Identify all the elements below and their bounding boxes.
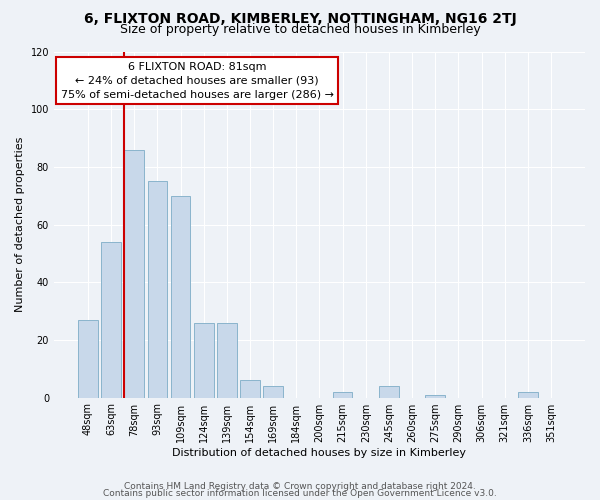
Bar xyxy=(194,322,214,398)
Bar xyxy=(425,394,445,398)
Text: 6, FLIXTON ROAD, KIMBERLEY, NOTTINGHAM, NG16 2TJ: 6, FLIXTON ROAD, KIMBERLEY, NOTTINGHAM, … xyxy=(83,12,517,26)
Bar xyxy=(124,150,144,398)
Text: Size of property relative to detached houses in Kimberley: Size of property relative to detached ho… xyxy=(119,22,481,36)
Text: 6 FLIXTON ROAD: 81sqm
← 24% of detached houses are smaller (93)
75% of semi-deta: 6 FLIXTON ROAD: 81sqm ← 24% of detached … xyxy=(61,62,334,100)
X-axis label: Distribution of detached houses by size in Kimberley: Distribution of detached houses by size … xyxy=(172,448,466,458)
Bar xyxy=(379,386,399,398)
Bar xyxy=(333,392,352,398)
Bar xyxy=(217,322,236,398)
Bar xyxy=(101,242,121,398)
Y-axis label: Number of detached properties: Number of detached properties xyxy=(15,137,25,312)
Bar xyxy=(170,196,190,398)
Text: Contains public sector information licensed under the Open Government Licence v3: Contains public sector information licen… xyxy=(103,489,497,498)
Bar xyxy=(148,182,167,398)
Bar xyxy=(78,320,98,398)
Text: Contains HM Land Registry data © Crown copyright and database right 2024.: Contains HM Land Registry data © Crown c… xyxy=(124,482,476,491)
Bar xyxy=(240,380,260,398)
Bar xyxy=(263,386,283,398)
Bar xyxy=(518,392,538,398)
